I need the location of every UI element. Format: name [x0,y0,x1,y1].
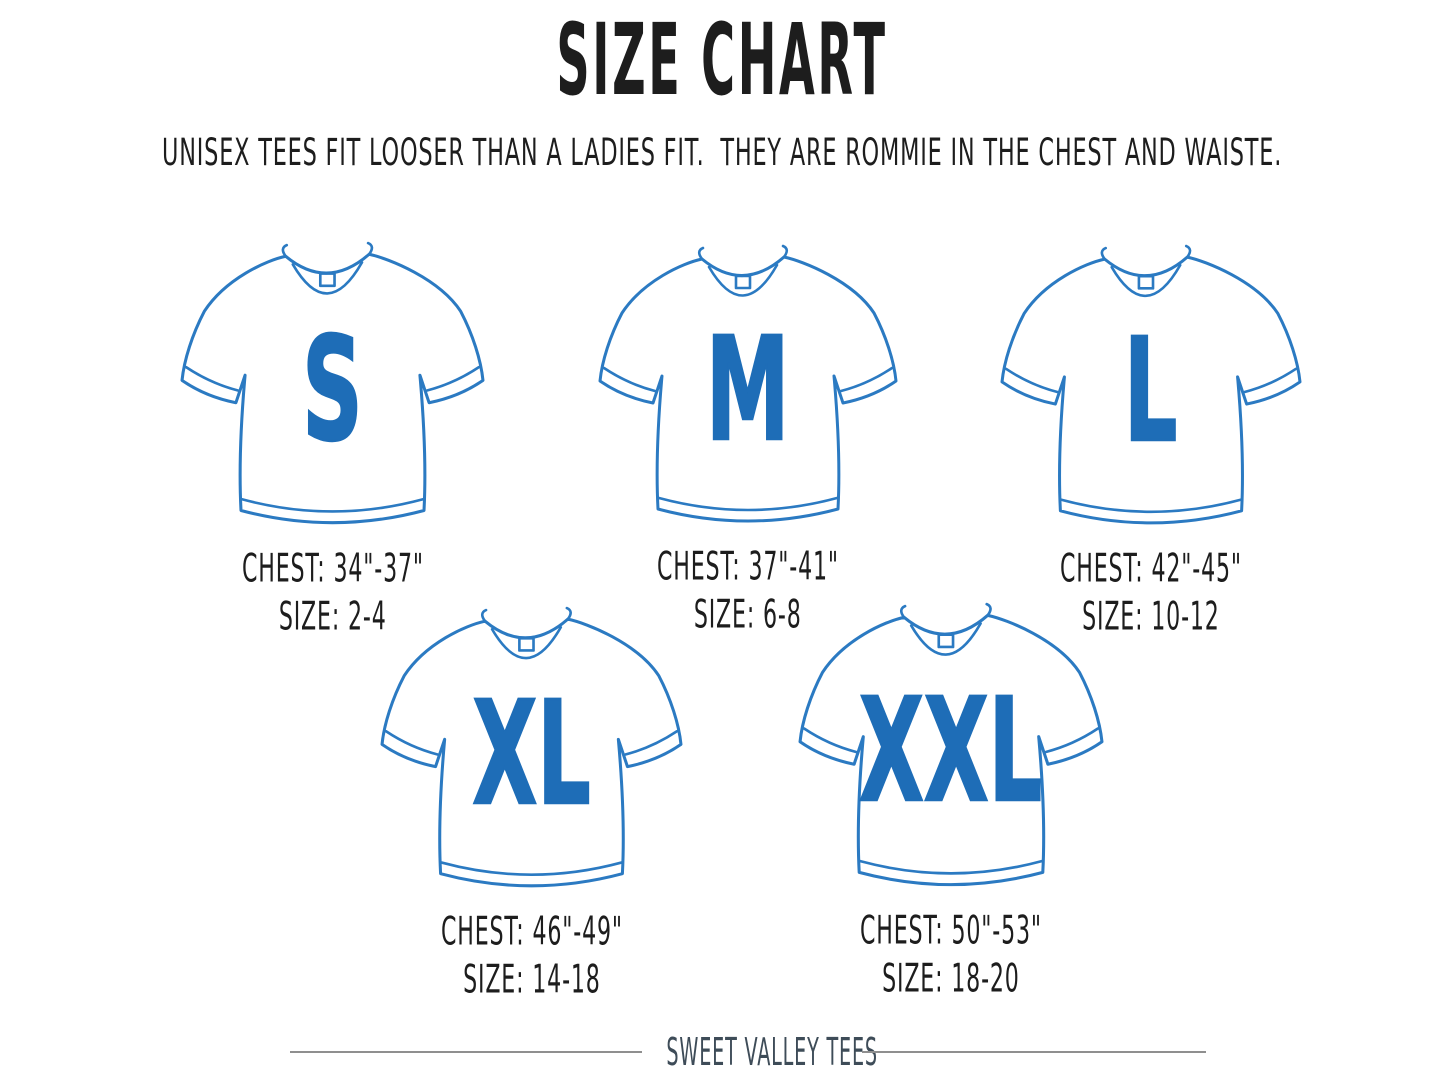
tshirt-icon [598,241,898,541]
chest-measurement-label: CHEST: 37"-41" [598,545,898,591]
size-range-text: SIZE: 14-18 [462,957,601,1003]
footer-divider-right [862,1051,1206,1053]
size-card-xl: XL CHEST: 46"-49" SIZE: 14-18 [380,603,683,1004]
size-range-text: SIZE: 18-20 [882,956,1020,1002]
size-card-s: S CHEST: 34"-37" SIZE: 2-4 [180,238,485,641]
size-range-text: SIZE: 2-4 [278,594,387,640]
chest-measurement-text: CHEST: 37"-41" [657,544,839,590]
tshirt-illustration: XXL [798,599,1104,905]
size-range-label: SIZE: 6-8 [598,593,898,639]
chest-measurement-label: CHEST: 46"-49" [380,910,683,956]
footer-divider-left [290,1051,642,1053]
chest-measurement-label: CHEST: 50"-53" [798,909,1104,955]
tshirt-illustration: S [180,238,485,543]
chest-measurement-text: CHEST: 50"-53" [860,908,1042,954]
size-card-m: M CHEST: 37"-41" SIZE: 6-8 [598,241,898,639]
chest-measurement-label: CHEST: 42"-45" [1000,547,1302,593]
size-range-text: SIZE: 6-8 [694,592,802,638]
size-range-text: SIZE: 10-12 [1082,594,1220,640]
tshirt-icon [798,599,1104,905]
size-card-xxl: XXL CHEST: 50"-53" SIZE: 18-20 [798,599,1104,1003]
size-range-label: SIZE: 18-20 [798,957,1104,1003]
page-subtitle: UNISEX TEES FIT LOOSER THAN A LADIES FIT… [0,130,1445,176]
size-range-label: SIZE: 10-12 [1000,595,1302,641]
footer-brand: SWEET VALLEY TEES [640,1030,877,1075]
tshirt-illustration: L [1000,241,1302,543]
tshirt-illustration: XL [380,603,683,906]
chest-measurement-label: CHEST: 34"-37" [180,547,485,593]
page-title: SIZE CHART [0,2,1445,118]
chest-measurement-text: CHEST: 46"-49" [440,909,623,955]
tshirt-icon [180,238,485,543]
tshirt-illustration: M [598,241,898,541]
size-card-l: L CHEST: 42"-45" SIZE: 10-12 [1000,241,1302,641]
chest-measurement-text: CHEST: 34"-37" [241,546,424,592]
size-range-label: SIZE: 14-18 [380,958,683,1004]
chest-measurement-text: CHEST: 42"-45" [1060,546,1242,592]
page-title-text: SIZE CHART [556,1,889,119]
tshirt-icon [1000,241,1302,543]
size-range-label: SIZE: 2-4 [180,595,485,641]
tshirt-icon [380,603,683,906]
footer-brand-text: SWEET VALLEY TEES [666,1029,878,1075]
page-subtitle-text: UNISEX TEES FIT LOOSER THAN A LADIES FIT… [162,130,1283,175]
